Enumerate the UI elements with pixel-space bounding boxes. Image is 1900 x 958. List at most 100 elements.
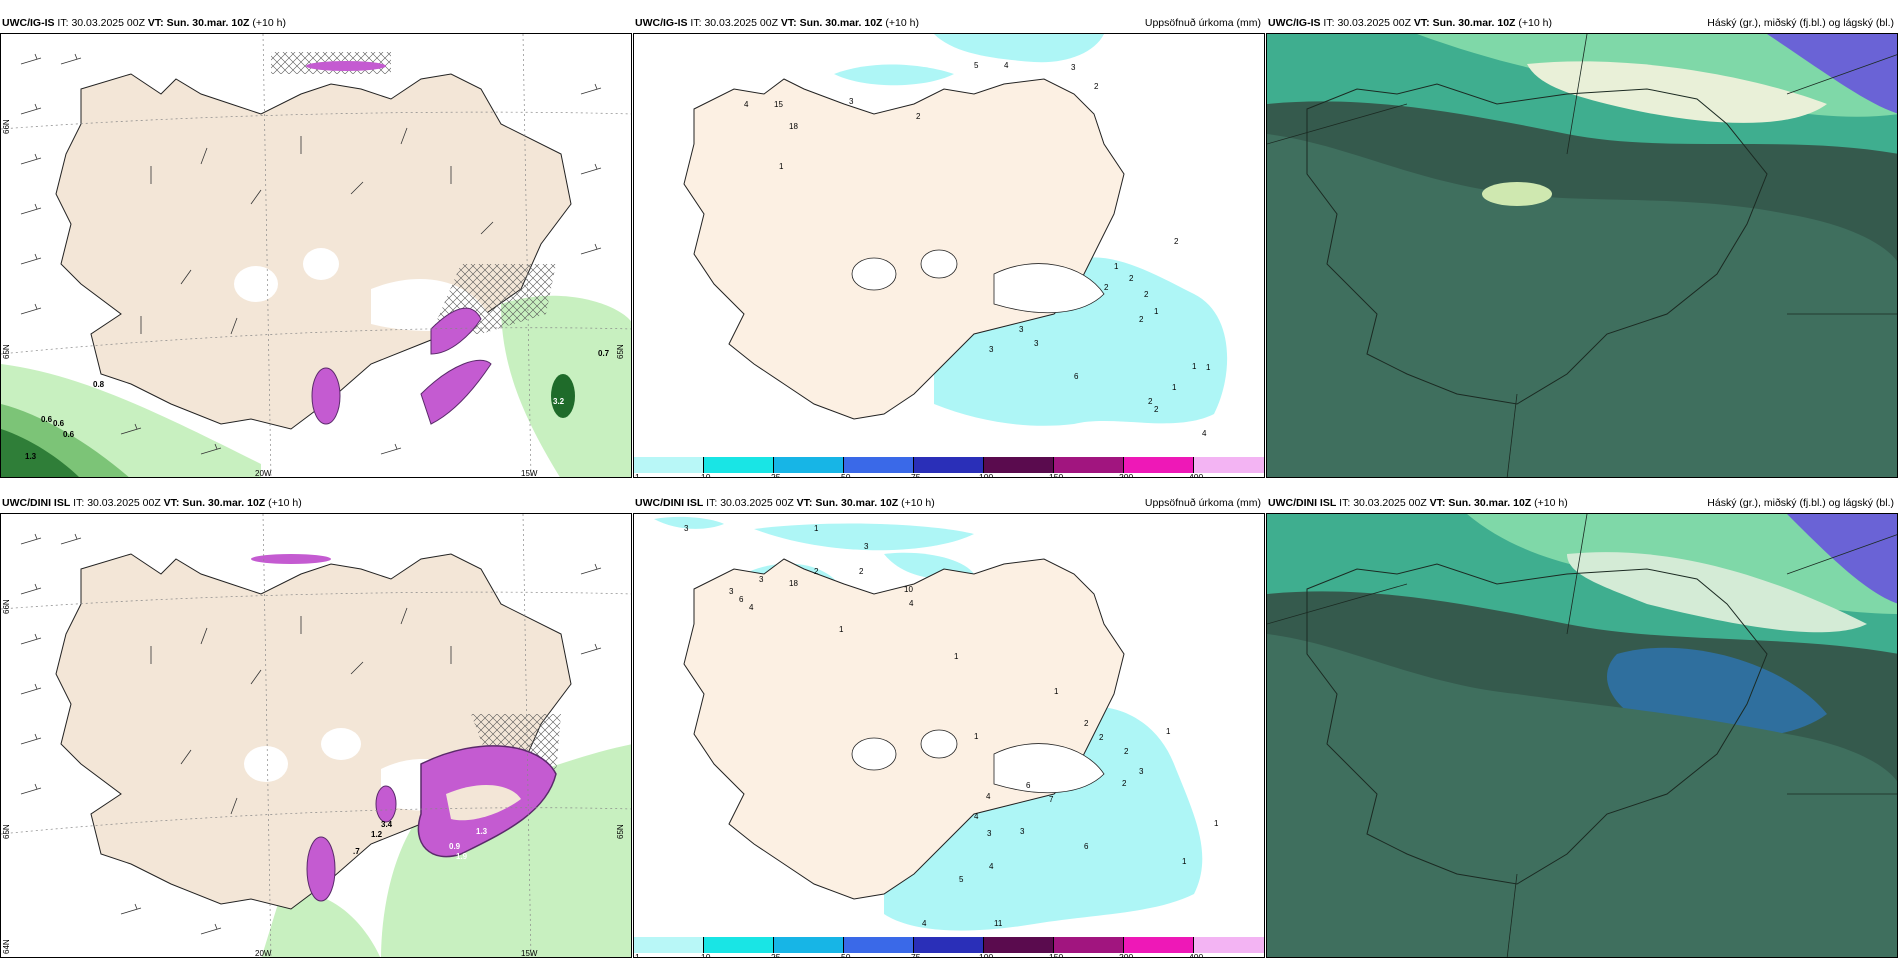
colorbar-swatch [1194, 937, 1264, 953]
glacier-vatnajokull [993, 263, 1105, 314]
svg-text:4: 4 [986, 792, 991, 801]
panel-header: UWC/IG-IS IT: 30.03.2025 00Z VT: Sun. 30… [1268, 17, 1894, 29]
map-area[interactable]: 5 4 3 2 4 15 18 3 1 2 2 1 2 2 1 2 3 3 6 … [633, 33, 1265, 478]
svg-text:2: 2 [1148, 397, 1153, 406]
field-label: 1.3 [25, 452, 37, 461]
panel-dini-wind: UWC/DINI ISL IT: 30.03.2025 00Z VT: Sun.… [0, 494, 632, 958]
precip-colorbar: 1 10 25 50 75 100 150 200 400 [634, 937, 1264, 958]
svg-text:5: 5 [959, 875, 964, 884]
svg-text:1: 1 [974, 732, 979, 741]
svg-text:3: 3 [759, 575, 764, 584]
lat-label-65n: 65N [2, 824, 11, 839]
svg-text:3: 3 [1019, 325, 1024, 334]
field-label: 0.9 [449, 842, 461, 851]
glacier-langjokull [851, 737, 897, 771]
cloud-map-svg [1267, 514, 1897, 957]
precip-strip-north [251, 554, 331, 564]
svg-text:3: 3 [987, 829, 992, 838]
colorbar-swatch [844, 457, 914, 473]
glacier-hofsjokull [303, 248, 339, 280]
colorbar-tick: 150 [1049, 952, 1064, 958]
cloud-map-gridlines [1267, 514, 1897, 957]
colorbar-tick: 10 [701, 472, 711, 478]
svg-text:3: 3 [684, 524, 689, 533]
field-label: 0.7 [598, 349, 610, 358]
precip-labels: 5 4 3 2 4 15 18 3 1 2 2 1 2 2 1 2 3 3 6 … [744, 61, 1211, 438]
colorbar-swatch [1124, 457, 1194, 473]
svg-text:2: 2 [916, 112, 921, 121]
high-cloud-white [1527, 61, 1827, 123]
panel-header: UWC/IG-IS IT: 30.03.2025 00Z VT: Sun. 30… [635, 17, 1261, 29]
svg-text:3: 3 [864, 542, 869, 551]
colorbar-swatch [704, 937, 774, 953]
svg-text:4: 4 [922, 919, 927, 928]
precip-map-svg: 5 4 3 2 4 15 18 3 1 2 2 1 2 2 1 2 3 3 6 … [634, 34, 1264, 477]
panel-ig-clouds: UWC/IG-IS IT: 30.03.2025 00Z VT: Sun. 30… [1266, 14, 1898, 478]
svg-text:3: 3 [989, 345, 994, 354]
svg-text:4: 4 [1004, 61, 1009, 70]
precip-hole [446, 784, 521, 821]
green-area [381, 744, 631, 957]
lat-label-64n: 64N [2, 939, 11, 954]
colorbar-tick: 200 [1119, 952, 1134, 958]
map-area[interactable] [1266, 33, 1898, 478]
svg-text:15: 15 [774, 100, 783, 109]
svg-text:3: 3 [1139, 767, 1144, 776]
precip-cell-3 [420, 359, 492, 425]
precip-cell-west [306, 836, 336, 902]
svg-text:4: 4 [974, 812, 979, 821]
map-area[interactable]: 0.8 0.6 0.6 0.6 1.3 0.7 3.2 20W 15W 66N … [0, 33, 632, 478]
low-cloud-area [1267, 634, 1897, 957]
colorbar-swatch [1194, 457, 1264, 473]
svg-text:2: 2 [1084, 719, 1089, 728]
colorbar-swatch [1054, 457, 1124, 473]
svg-text:3: 3 [1034, 339, 1039, 348]
svg-text:3: 3 [729, 587, 734, 596]
colorbar-swatch [844, 937, 914, 953]
svg-text:3: 3 [849, 97, 854, 106]
svg-text:2: 2 [859, 567, 864, 576]
svg-text:18: 18 [789, 122, 798, 131]
svg-text:2: 2 [1104, 283, 1109, 292]
panel-dini-precip: UWC/DINI ISL IT: 30.03.2025 00Z VT: Sun.… [633, 494, 1265, 958]
colorbar-swatch [914, 457, 984, 473]
colorbar-swatch [774, 457, 844, 473]
colorbar-swatch [1054, 937, 1124, 953]
svg-text:1: 1 [839, 625, 844, 634]
colorbar-tick: 50 [841, 952, 851, 958]
svg-text:1: 1 [954, 652, 959, 661]
colorbar-tick: 75 [911, 952, 921, 958]
map-area[interactable]: 3 1 3 3 2 2 10 4 1 3 6 4 18 1 1 1 2 2 2 … [633, 513, 1265, 958]
dark-cell [551, 374, 575, 418]
map-area[interactable] [1266, 513, 1898, 958]
lat-label-66n: 66N [2, 119, 11, 134]
precip-colorbar: 1 10 25 50 75 100 150 200 400 [634, 457, 1264, 478]
svg-text:2: 2 [1099, 733, 1104, 742]
wind-barbs [20, 533, 602, 935]
map-area[interactable]: 0.9 1.9 1.3 1.2 .7 3.4 20W 15W 66N 65N 6… [0, 513, 632, 958]
panel-header: UWC/DINI ISL IT: 30.03.2025 00Z VT: Sun.… [2, 497, 302, 509]
svg-text:2: 2 [1129, 274, 1134, 283]
svg-text:3: 3 [1020, 827, 1025, 836]
svg-text:2: 2 [1144, 290, 1149, 299]
field-label: 0.8 [93, 380, 105, 389]
field-label: 1.3 [476, 827, 488, 836]
svg-text:6: 6 [1084, 842, 1089, 851]
glacier-langjokull [851, 257, 897, 291]
svg-text:1: 1 [1114, 262, 1119, 271]
field-label: .7 [353, 847, 360, 856]
field-label: 3.4 [381, 820, 393, 829]
svg-text:1: 1 [814, 524, 819, 533]
colorbar-tick: 75 [911, 472, 921, 478]
colorbar-tick: 400 [1189, 472, 1204, 478]
cloud-map-gridlines [1267, 34, 1897, 477]
colorbar-tick: 50 [841, 472, 851, 478]
panel-header: UWC/IG-IS IT: 30.03.2025 00Z VT: Sun. 30… [2, 17, 286, 29]
precip-map-svg: 3 1 3 3 2 2 10 4 1 3 6 4 18 1 1 1 2 2 2 … [634, 514, 1264, 957]
svg-text:2: 2 [1174, 237, 1179, 246]
svg-text:1: 1 [1172, 383, 1177, 392]
colorbar-tick: 200 [1119, 472, 1134, 478]
colorbar-tick: 10 [701, 952, 711, 958]
svg-text:4: 4 [744, 100, 749, 109]
colorbar-swatch [1124, 937, 1194, 953]
